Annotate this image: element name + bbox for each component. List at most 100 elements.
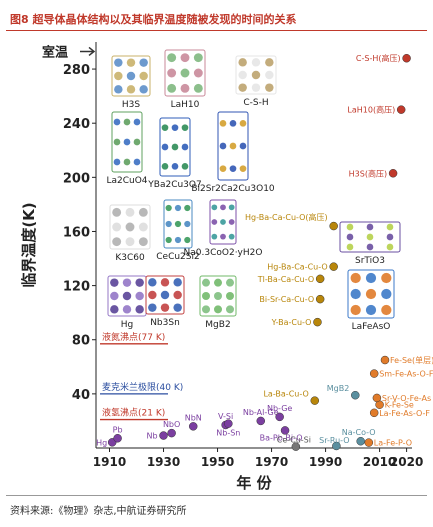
figure-title: 图8 超导体晶体结构以及其临界温度随被发现的时间的关系 [10,13,297,26]
structure-label: SrTiO3 [355,256,385,266]
footer-divider [6,495,427,496]
data-point-label: V-Si [218,412,233,421]
data-point-label: Sr-V-O-Fe-As [382,394,431,403]
structure-label: LaFeAsO [352,322,391,332]
data-point-label: Sr-Ru-O [319,436,349,445]
data-point-label: Hg [96,438,107,447]
room-temp-label: 室温 [42,44,68,60]
data-point-label: Hg-Ba-Ca-Cu-O [267,263,327,272]
data-point-label: K-Fe-Se [385,401,414,410]
y-axis-title: 临界温度(K) [20,202,38,287]
structure-label: LaH10 [171,100,200,110]
y-tick-label: 280 [63,63,90,78]
data-point-label: Na-Co-O [342,428,376,437]
structure-c-s-h: C-S-H [235,55,277,108]
data-point [329,262,338,271]
data-point-label: NbN [185,413,202,422]
data-point-label: MgB2 [327,384,350,393]
data-point-label: Pb [113,425,123,434]
structure-lafeaso: LaFeAsO [347,269,395,332]
data-point-label: Ba-Pb-Bi-O [260,433,303,442]
structure-hg: Hg [107,275,147,330]
data-point-label: Hg-Ba-Ca-Cu-O(高压) [245,212,328,222]
x-tick-label: 2010 [363,455,396,469]
data-point-label: H3S(高压) [349,168,387,178]
structure-label: La2CuO4 [106,176,147,186]
data-point-label: Nb [146,432,157,441]
data-point [369,408,379,418]
structure-srtio3: SrTiO3 [339,221,401,266]
data-point [329,221,338,231]
structure-na0-3coo2-yh2o: Na0.3CoO2·yH2O [184,199,263,258]
data-point-label: Nb-Al-Ge [243,408,279,417]
y-tick-label: 40 [72,388,90,403]
data-point-label: Ce-Cu-Si [277,436,311,445]
data-point-label: La-Ba-Cu-O [263,390,308,399]
data-point-label: La-Fe-As-O-F [379,409,430,418]
y-tick-label: 120 [63,280,90,295]
structure-label: K3C60 [115,253,145,263]
structure-label: C-S-H [243,98,268,108]
data-point-label: LaH10(高压) [347,105,395,115]
data-point-label: Nb-Ge [267,404,292,413]
data-point-label: Bi-Sr-Ca-Cu-O [259,295,314,304]
data-point-label: C-S-H(高压) [356,53,401,63]
data-point [380,355,390,365]
structure-lah10: LaH10 [164,49,206,110]
x-tick-label: 1930 [147,455,180,469]
y-tick-label: 200 [63,171,90,186]
data-point [256,416,266,426]
structure-label: YBa2Cu3O7 [147,180,201,190]
data-point [315,274,325,284]
x-tick-label: 1970 [255,455,288,469]
data-point-label: Fe-Se(单层) [390,355,433,365]
data-point [188,422,198,431]
axes: 40 80 120 160 200 240 280 1910 1930 1950 1970 1990 2… [20,42,423,492]
data-point [315,294,325,304]
data-point-label: Y-Ba-Cu-O [271,318,312,327]
source-note: 资料来源:《物理》杂志,中航证券研究所 [10,506,187,517]
data-point [275,412,284,422]
data-point [369,369,379,378]
reference-label: 液氮沸点(77 K) [102,331,165,343]
structure-cecu2si2: CeCu2Si2 [156,199,200,262]
data-point [159,431,168,440]
structure-bi2sr2ca2cu3o10: Bi2Sr2Ca2Cu3O10 [191,111,275,194]
data-point [388,169,398,178]
x-tick-label: 1990 [309,455,342,469]
title-divider [6,30,427,31]
room-temp-arrow [80,46,96,57]
data-point [351,390,360,400]
structure-label: Bi2Sr2Ca2Cu3O10 [191,184,275,194]
data-point-label: NbO [163,420,180,429]
data-point [356,436,365,446]
structure-label: Nb3Sn [150,318,180,328]
data-point [224,419,233,428]
structure-label: CeCu2Si2 [156,252,199,262]
data-point-label: Tl-Ba-Ca-Cu-O [257,275,314,284]
data-point [310,396,320,405]
data-point [167,428,176,438]
structure-yba2cu3o7: YBa2Cu3O7 [147,117,202,190]
structure-label: Hg [121,320,133,330]
data-point [372,393,382,403]
data-point-label: Sm-Fe-As-O-F [379,370,433,379]
y-tick-label: 160 [63,225,90,240]
x-tick-label: 1950 [201,455,234,469]
structure-la2cuo4: La2CuO4 [106,111,148,186]
x-tick-label: 1910 [93,455,126,469]
y-tick-label: 80 [72,334,90,349]
data-point-label: Nb-Sn [216,429,240,438]
structure-label: Na0.3CoO2·yH2O [184,248,263,258]
data-point [332,441,341,451]
data-point [291,442,301,451]
data-point-label: La-Fe-P-O [374,439,412,448]
y-tick-label: 240 [63,117,90,132]
structure-label: MgB2 [205,320,230,330]
data-point [396,105,406,114]
reference-label: 液氢沸点(21 K) [102,407,165,419]
structure-mgb2: MgB2 [199,275,237,330]
data-point [280,426,290,435]
